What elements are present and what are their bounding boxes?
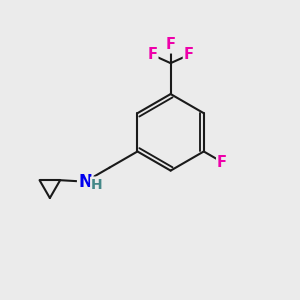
Text: F: F (147, 47, 158, 62)
Text: F: F (217, 154, 227, 169)
Text: N: N (78, 173, 92, 191)
Text: F: F (184, 47, 194, 62)
Text: F: F (166, 38, 176, 52)
Text: H: H (91, 178, 103, 192)
